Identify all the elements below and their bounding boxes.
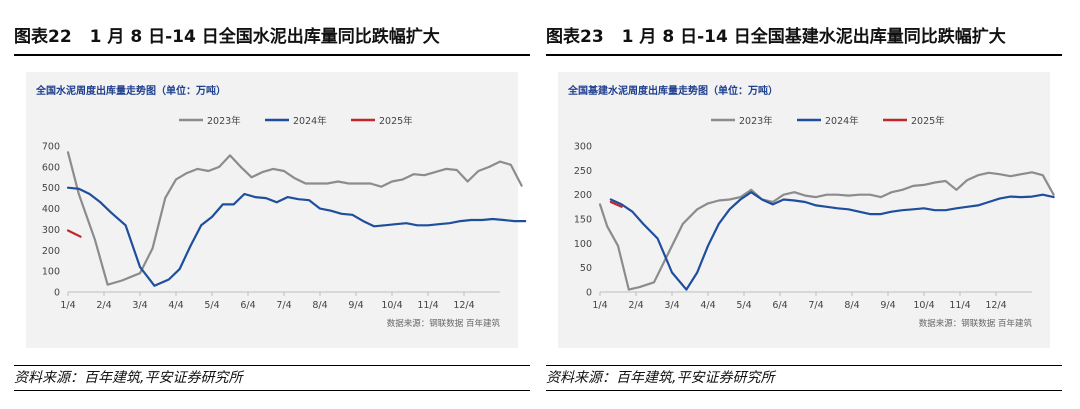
source-rule-bottom <box>546 390 1062 391</box>
legend-label: 2023年 <box>739 115 773 127</box>
x-tick-label: 11/4 <box>949 300 970 311</box>
source-rule-top <box>546 365 1062 366</box>
legend-label: 2023年 <box>207 115 241 127</box>
x-tick-label: 11/4 <box>417 300 438 311</box>
chart-title: 全国基建水泥周度出库量走势图（单位：万吨） <box>567 84 778 97</box>
series-line <box>66 186 527 287</box>
y-tick-label: 200 <box>42 246 60 257</box>
y-tick-label: 100 <box>42 267 60 278</box>
y-tick-label: 300 <box>574 142 592 153</box>
y-tick-label: 400 <box>42 204 60 215</box>
legend-label: 2025年 <box>379 115 413 127</box>
y-tick-label: 0 <box>586 288 592 299</box>
y-tick-label: 500 <box>42 183 60 194</box>
x-tick-label: 2/4 <box>96 300 111 311</box>
x-tick-label: 6/4 <box>240 300 255 311</box>
title-rule <box>546 54 1062 56</box>
source-note: 资料来源：百年建筑,平安证券研究所 <box>546 370 775 386</box>
figure-title: 图表23 1 月 8 日-14 日全国基建水泥出库量同比跌幅扩大 <box>546 22 1062 52</box>
figure-caption: 1 月 8 日-14 日全国水泥出库量同比跌幅扩大 <box>89 27 440 47</box>
legend-label: 2024年 <box>825 115 859 127</box>
x-tick-label: 6/4 <box>772 300 787 311</box>
x-tick-label: 9/4 <box>880 300 895 311</box>
x-tick-label: 10/4 <box>381 300 402 311</box>
x-tick-label: 10/4 <box>913 300 934 311</box>
figure-caption: 1 月 8 日-14 日全国基建水泥出库量同比跌幅扩大 <box>621 27 1006 47</box>
y-tick-label: 300 <box>42 225 60 236</box>
chart-source-text: 数据来源：钢联数据 百年建筑 <box>919 318 1033 329</box>
x-tick-label: 3/4 <box>132 300 147 311</box>
y-tick-label: 600 <box>42 162 60 173</box>
figure-number: 图表22 <box>14 27 72 47</box>
legend-label: 2024年 <box>293 115 327 127</box>
title-rule <box>14 54 530 56</box>
x-tick-label: 4/4 <box>168 300 183 311</box>
x-tick-label: 12/4 <box>985 300 1006 311</box>
x-tick-label: 3/4 <box>664 300 679 311</box>
x-tick-label: 2/4 <box>628 300 643 311</box>
chart-title: 全国水泥周度出库量走势图（单位：万吨） <box>35 84 226 97</box>
y-tick-label: 150 <box>574 215 592 226</box>
series-line <box>598 171 1055 291</box>
x-tick-label: 9/4 <box>348 300 363 311</box>
y-tick-label: 250 <box>574 166 592 177</box>
series-line <box>66 229 82 238</box>
series-line <box>609 200 623 208</box>
source-rule-top <box>14 365 530 366</box>
line-chart: 全国基建水泥周度出库量走势图（单位：万吨） 2023年 2024年 2025年 0 50 1… <box>558 72 1055 348</box>
x-tick-label: 8/4 <box>312 300 327 311</box>
x-tick-label: 12/4 <box>453 300 474 311</box>
x-tick-label: 5/4 <box>204 300 219 311</box>
y-tick-label: 100 <box>574 239 592 250</box>
y-tick-label: 0 <box>54 288 60 299</box>
x-tick-label: 1/4 <box>60 300 75 311</box>
figure-title: 图表22 1 月 8 日-14 日全国水泥出库量同比跌幅扩大 <box>14 22 530 52</box>
x-tick-label: 7/4 <box>276 300 291 311</box>
y-tick-label: 200 <box>574 190 592 201</box>
chart-background <box>558 72 1050 348</box>
figure-panel-right: 图表23 1 月 8 日-14 日全国基建水泥出库量同比跌幅扩大 全国基建水泥周度… <box>546 0 1062 409</box>
source-note: 资料来源：百年建筑,平安证券研究所 <box>14 370 243 386</box>
chart-source-text: 数据来源：钢联数据 百年建筑 <box>387 318 501 329</box>
figure-panel-left: 图表22 1 月 8 日-14 日全国水泥出库量同比跌幅扩大 全国水泥周度出库量走… <box>14 0 530 409</box>
series-line <box>66 151 523 286</box>
source-rule-bottom <box>14 390 530 391</box>
x-tick-label: 5/4 <box>736 300 751 311</box>
y-tick-label: 700 <box>42 142 60 153</box>
x-tick-label: 4/4 <box>700 300 715 311</box>
figure-number: 图表23 <box>546 27 604 47</box>
series-line <box>609 191 1055 291</box>
legend-label: 2025年 <box>911 115 945 127</box>
x-tick-label: 1/4 <box>592 300 607 311</box>
x-tick-label: 7/4 <box>808 300 823 311</box>
line-chart: 全国水泥周度出库量走势图（单位：万吨） 2023年 2024年 2025年 0 100 20… <box>26 72 527 348</box>
y-tick-label: 50 <box>580 263 592 274</box>
x-tick-label: 8/4 <box>844 300 859 311</box>
